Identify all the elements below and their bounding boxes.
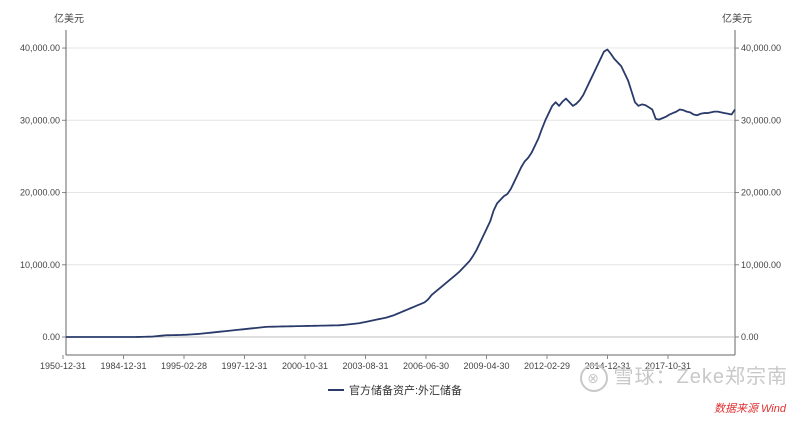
y-tick-label-left: 20,000.00	[20, 188, 60, 198]
watermark: ⊗ 雪球：Zeke郑宗南	[579, 360, 788, 392]
axes	[62, 30, 739, 359]
y-axis-unit-right: 亿美元	[722, 12, 752, 25]
x-tick-label: 1984-12-31	[100, 361, 146, 371]
legend[interactable]: 官方储备资产:外汇储备	[328, 383, 462, 397]
y-tick-label-left: 10,000.00	[20, 260, 60, 270]
x-tick-label: 2012-02-29	[524, 361, 570, 371]
data-source-note: 数据来源 Wind	[713, 403, 786, 415]
x-tick-label: 2014-12-31	[584, 361, 630, 371]
y-tick-label-right: 0.00	[741, 332, 759, 342]
y-tick-label-right: 30,000.00	[741, 115, 781, 125]
x-tick-label: 2006-06-30	[403, 361, 449, 371]
y-tick-label-left: 0.00	[42, 332, 60, 342]
y-tick-label-right: 10,000.00	[741, 260, 781, 270]
x-tick-label: 1995-02-28	[161, 361, 207, 371]
y-axis-unit-left: 亿美元	[54, 12, 84, 25]
watermark-text: 雪球：Zeke郑宗南	[613, 366, 788, 389]
x-tick-label: 2009-04-30	[463, 361, 509, 371]
tick-labels: 0.00 0.00 10,000.00 10,000.00 20,000.00 20,00…	[20, 43, 781, 371]
y-tick-label-left: 40,000.00	[20, 43, 60, 53]
y-tick-label-left: 30,000.00	[20, 115, 60, 125]
x-tick-label: 2003-08-31	[342, 361, 388, 371]
gridlines	[66, 47, 735, 266]
x-tick-label: 1950-12-31	[40, 361, 86, 371]
x-tick-label: 2000-10-31	[282, 361, 328, 371]
y-tick-label-right: 20,000.00	[741, 188, 781, 198]
series-layer	[66, 48, 736, 338]
snowball-logo-icon: ⊗	[579, 364, 608, 392]
x-tick-label: 1997-12-31	[221, 361, 267, 371]
series-line[interactable]	[66, 48, 736, 338]
x-tick-label: 2017-10-31	[645, 361, 691, 371]
legend-label: 官方储备资产:外汇储备	[349, 383, 462, 397]
y-tick-label-right: 40,000.00	[741, 43, 781, 53]
